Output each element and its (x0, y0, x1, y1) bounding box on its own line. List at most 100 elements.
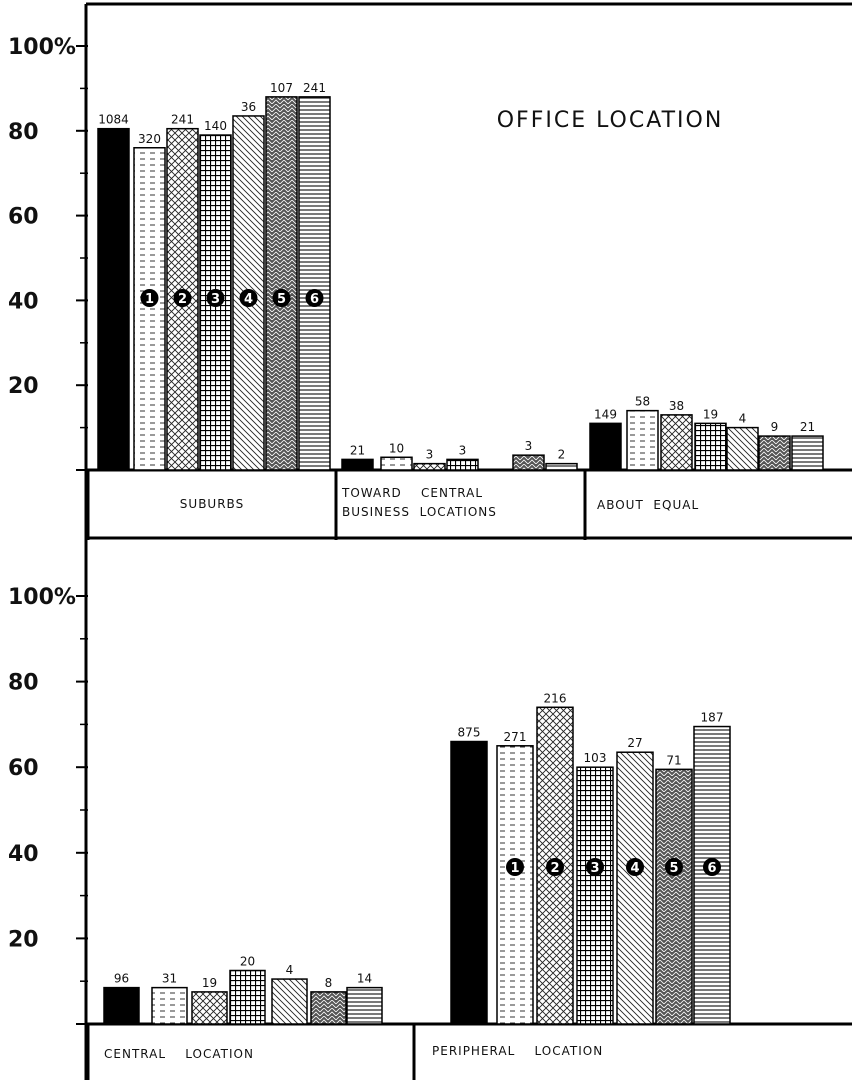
data-label: 216 (544, 691, 567, 705)
bar (576, 766, 614, 1025)
data-label: 3 (426, 448, 434, 462)
bar (589, 422, 622, 471)
series-marker: 6 (305, 289, 324, 307)
y-tick-label: 40 (8, 842, 39, 867)
data-label: 241 (303, 81, 326, 95)
series-marker-label: 6 (310, 292, 319, 307)
category-label: ABOUT EQUAL (597, 498, 699, 512)
bar (133, 147, 166, 471)
data-label: 149 (594, 407, 617, 421)
bar (271, 978, 308, 1025)
series-marker-circle (239, 289, 258, 307)
series-marker: 6 (703, 858, 721, 876)
bar (229, 969, 266, 1025)
data-label: 36 (241, 100, 256, 114)
series-marker: 1 (140, 289, 159, 307)
data-label: 1084 (98, 113, 129, 127)
bar (265, 96, 298, 471)
bar (626, 409, 659, 471)
data-label: 187 (701, 711, 724, 725)
bar (298, 96, 331, 471)
series-marker: 1 (506, 858, 524, 876)
y-tick-label: 60 (8, 205, 39, 230)
data-label: 2 (558, 448, 566, 462)
data-label: 875 (458, 726, 481, 740)
data-label: 20 (240, 955, 255, 969)
y-tick-label: 80 (8, 671, 39, 696)
series-marker-label: 6 (707, 861, 716, 876)
series-marker-label: 2 (550, 861, 559, 876)
bar (346, 986, 383, 1025)
series-marker: 5 (665, 858, 683, 876)
y-tick-label: 40 (8, 289, 39, 314)
category-label: SUBURBS (180, 497, 244, 511)
series-marker-circle (140, 289, 159, 307)
group-3: 149 58 38 19 4 9 21 ABOUT EQUAL (583, 395, 824, 540)
data-label: 27 (627, 736, 642, 750)
bar (726, 426, 759, 471)
series-marker-circle (173, 289, 192, 307)
y-tick-label: 100% (8, 585, 76, 610)
y-tick-label: 100% (8, 35, 76, 60)
bar (655, 768, 693, 1025)
data-label: 4 (286, 963, 294, 977)
series-marker: 4 (239, 289, 258, 307)
bar (450, 740, 488, 1025)
series-marker-circle (506, 858, 524, 876)
data-label: 140 (204, 119, 227, 133)
y-tick-label: 60 (8, 756, 39, 781)
bar (151, 986, 188, 1025)
data-label: 241 (171, 113, 194, 127)
bar (310, 991, 347, 1025)
series-marker-circle (665, 858, 683, 876)
series-marker-circle (626, 858, 644, 876)
series-marker-label: 4 (630, 861, 639, 876)
bar (545, 462, 578, 471)
data-label: 9 (771, 420, 779, 434)
data-label: 10 (389, 441, 404, 455)
series-marker-label: 3 (211, 292, 220, 307)
y-tick-label: 20 (8, 927, 39, 952)
data-label: 58 (635, 395, 650, 409)
data-label: 4 (739, 412, 747, 426)
bar (446, 458, 479, 471)
series-marker-label: 5 (277, 292, 286, 307)
group-2: 21 10 3 3 3 2 TOWARD CENTRAL BUSINESS LOCATIONS (334, 439, 587, 540)
data-label: 31 (162, 972, 177, 986)
data-label: 3 (525, 439, 533, 453)
series-marker-circle (546, 858, 564, 876)
series-marker-label: 1 (510, 861, 519, 876)
bar (413, 462, 446, 471)
series-marker: 2 (546, 858, 564, 876)
series-marker-label: 2 (178, 292, 187, 307)
series-marker-circle (305, 289, 324, 307)
bar (191, 991, 228, 1025)
series-marker-circle (703, 858, 721, 876)
category-label: BUSINESS LOCATIONS (342, 505, 497, 519)
series-marker-circle (206, 289, 225, 307)
bar (512, 454, 545, 471)
series-marker-circle (272, 289, 291, 307)
series-marker-label: 1 (145, 292, 154, 307)
bar (616, 751, 654, 1025)
data-label: 8 (325, 976, 333, 990)
data-label: 271 (504, 730, 527, 744)
series-marker-circle (586, 858, 604, 876)
series-marker-label: 5 (669, 861, 678, 876)
bar (103, 986, 140, 1025)
bar (341, 458, 374, 471)
bar (380, 456, 413, 471)
data-label: 103 (584, 751, 607, 765)
data-label: 107 (270, 81, 293, 95)
series-marker: 5 (272, 289, 291, 307)
group-1: 96 31 19 20 4 8 14 CENTRAL LOCATION (86, 955, 416, 1080)
data-label: 320 (138, 132, 161, 146)
data-label: 38 (669, 399, 684, 413)
series-marker: 2 (173, 289, 192, 307)
series-marker: 4 (626, 858, 644, 876)
category-label: CENTRAL LOCATION (104, 1047, 254, 1061)
